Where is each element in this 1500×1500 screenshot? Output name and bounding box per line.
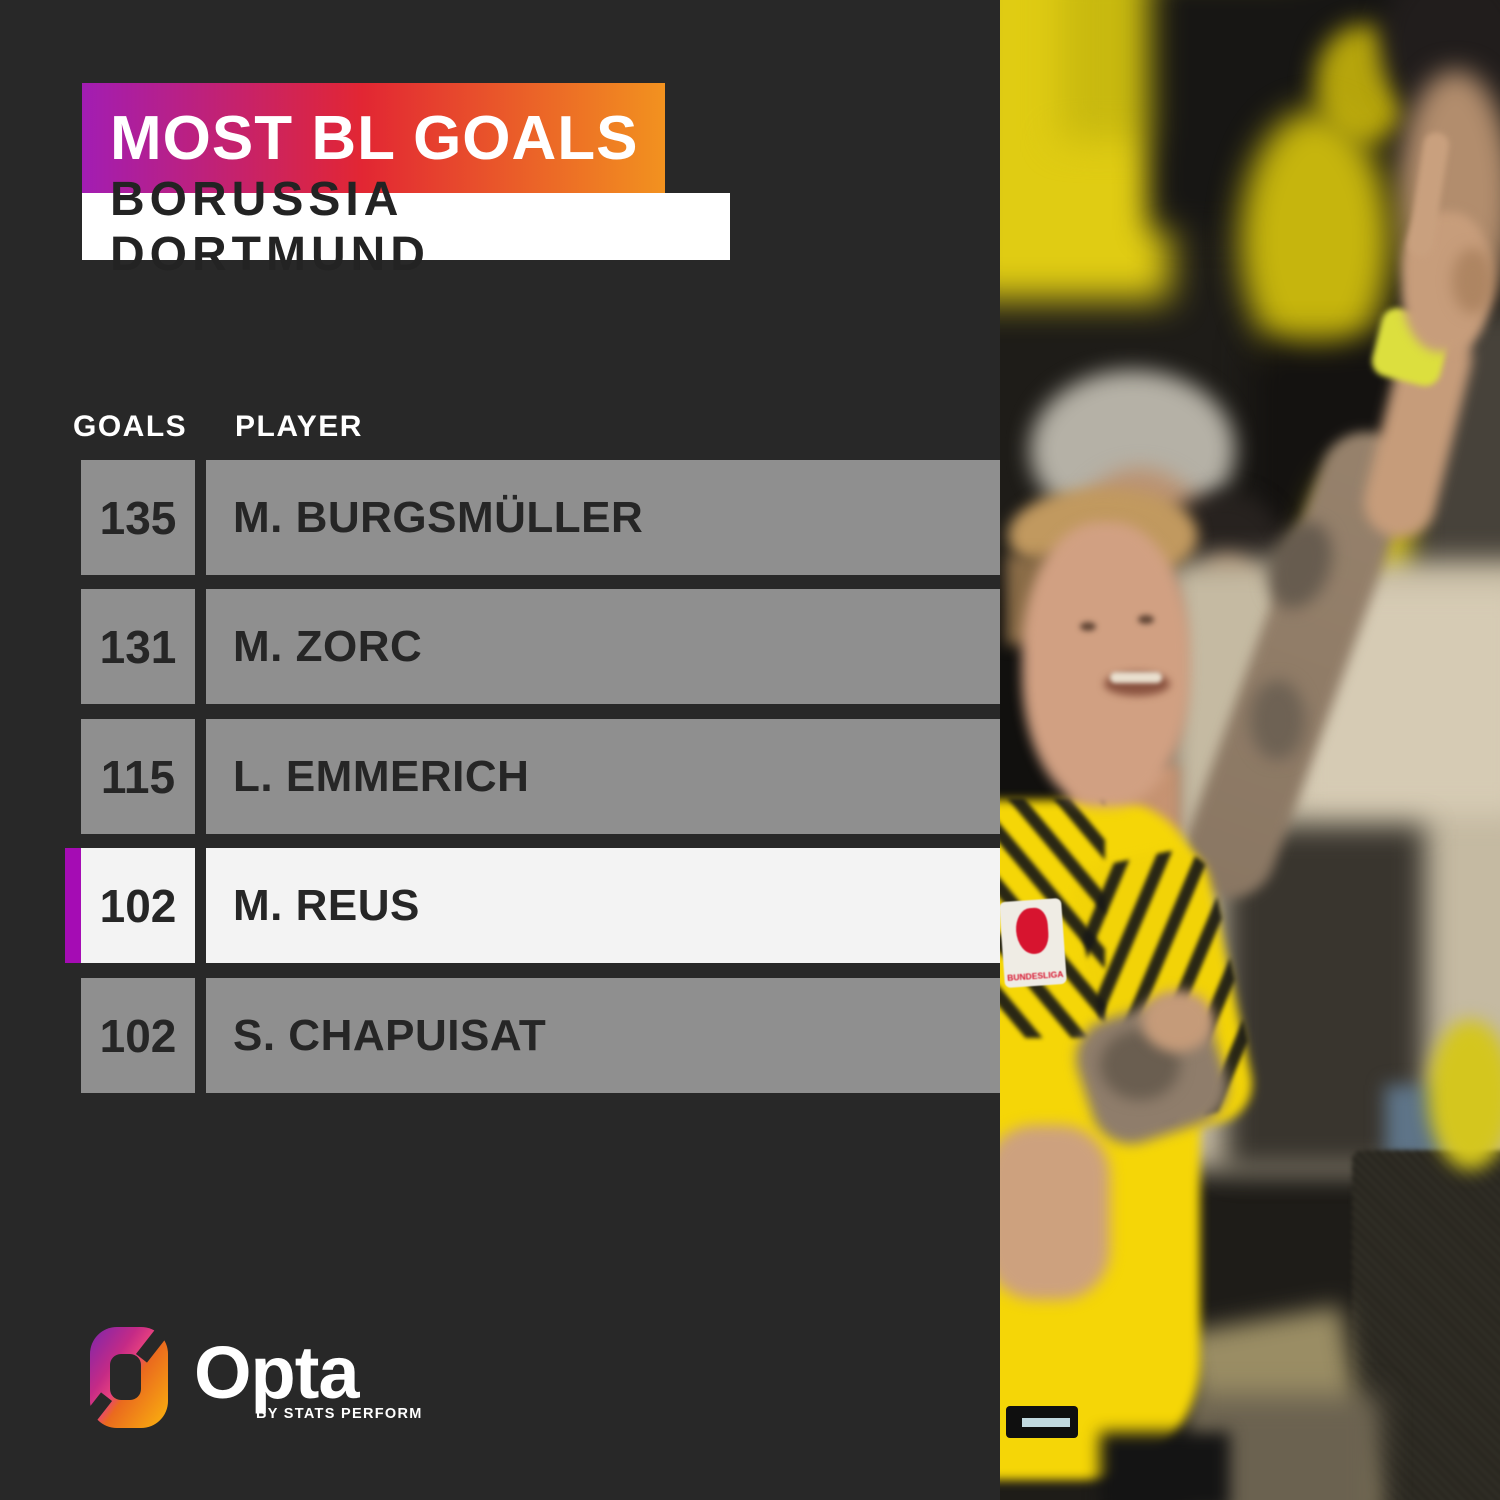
jersey-hem-tag (1006, 1406, 1078, 1438)
highlight-accent (65, 848, 81, 963)
page-title: MOST BL GOALS (110, 103, 639, 173)
opta-wordmark: Opta (194, 1331, 360, 1414)
crowd-yellow-blob (1240, 110, 1390, 370)
player-hand-on-chest (1142, 990, 1214, 1052)
table-row: 115 L. EMMERICH (81, 719, 1000, 834)
player-name: M. BURGSMÜLLER (206, 460, 1000, 575)
player-teeth (1110, 672, 1162, 683)
column-header-goals: GOALS (73, 410, 188, 443)
player-photo: BUNDESLIGA (1000, 0, 1500, 1500)
bundesliga-figure-icon (1014, 906, 1050, 956)
player-name: S. CHAPUISAT (206, 978, 1000, 1093)
table-row: 135 M. BURGSMÜLLER (81, 460, 1000, 575)
player-name: M. REUS (206, 848, 1000, 963)
background-yellow-blob (1428, 1020, 1500, 1170)
opta-byline: BY STATS PERFORM (256, 1406, 423, 1422)
goals-value: 135 (81, 460, 195, 575)
player-name: M. ZORC (206, 589, 1000, 704)
column-header-player: PLAYER (235, 410, 363, 443)
bundesliga-badge: BUNDESLIGA (1000, 897, 1067, 989)
opta-ring-icon (73, 1319, 175, 1436)
player-eye (1080, 622, 1096, 631)
player-shorts (1100, 1432, 1230, 1500)
player-name: L. EMMERICH (206, 719, 1000, 834)
table-row: 102 M. REUS (65, 848, 1000, 963)
goals-value: 102 (81, 848, 195, 963)
title-banner: MOST BL GOALS (82, 83, 665, 193)
subtitle-banner: BORUSSIA DORTMUND (82, 173, 730, 281)
table-row: 131 M. ZORC (81, 589, 1000, 704)
bundesliga-badge-text: BUNDESLIGA (1006, 968, 1064, 983)
team-name: BORUSSIA DORTMUND (110, 172, 430, 281)
table-row: 102 S. CHAPUISAT (81, 978, 1000, 1093)
hand-shading (1452, 248, 1494, 314)
arm-tattoo (1250, 680, 1305, 760)
goals-value: 115 (81, 719, 195, 834)
jersey-hem-tag-stripe (1022, 1418, 1070, 1427)
player-face (1022, 522, 1190, 807)
opta-ring-hole (110, 1354, 141, 1400)
player-upper-arm (1000, 1125, 1110, 1300)
goals-value: 131 (81, 589, 195, 704)
player-eye (1138, 615, 1154, 624)
goals-value: 102 (81, 978, 195, 1093)
